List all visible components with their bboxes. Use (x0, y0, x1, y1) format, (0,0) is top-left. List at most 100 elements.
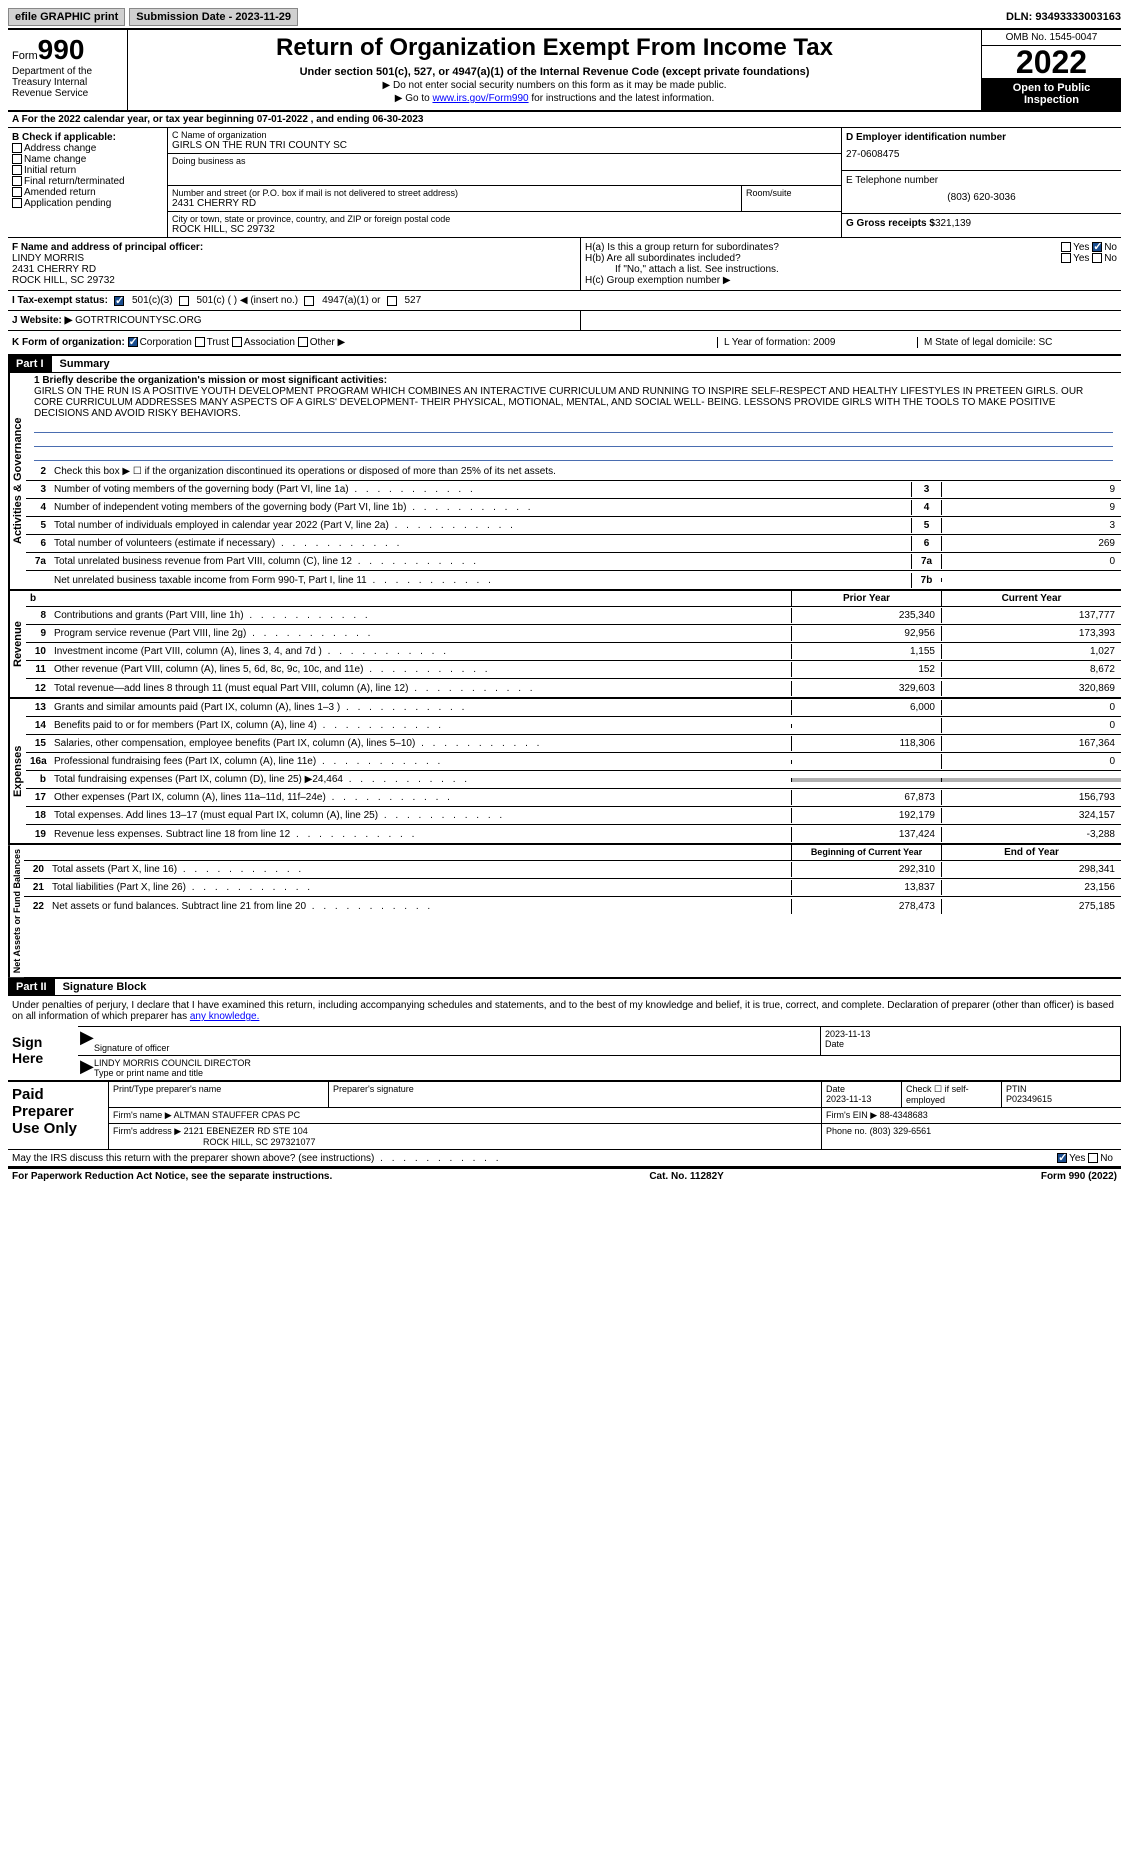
period-line: A For the 2022 calendar year, or tax yea… (8, 112, 1121, 128)
line17-prior: 67,873 (791, 790, 941, 805)
form-note-2: ▶ Go to www.irs.gov/Form990 for instruct… (132, 93, 977, 104)
knowledge-link[interactable]: any knowledge. (190, 1011, 260, 1022)
line10-cur: 1,027 (941, 644, 1121, 659)
form-subtitle: Under section 501(c), 527, or 4947(a)(1)… (132, 66, 977, 78)
footer: For Paperwork Reduction Act Notice, see … (8, 1167, 1121, 1184)
line18-cur: 324,157 (941, 808, 1121, 823)
line18-prior: 192,179 (791, 808, 941, 823)
tax-status: I Tax-exempt status: 501(c)(3) 501(c) ( … (8, 291, 1121, 311)
submission-date: Submission Date - 2023-11-29 (129, 8, 298, 26)
line7b-val (941, 578, 1121, 582)
check-501c[interactable] (179, 296, 189, 306)
line17-cur: 156,793 (941, 790, 1121, 805)
revenue-section: Revenue bPrior YearCurrent Year 8 Contri… (8, 591, 1121, 699)
form-title: Return of Organization Exempt From Incom… (132, 34, 977, 62)
dept-label: Department of the Treasury Internal Reve… (12, 66, 123, 99)
line12-prior: 329,603 (791, 681, 941, 696)
paid-preparer: Paid Preparer Use Only Print/Type prepar… (8, 1080, 1121, 1149)
dln: DLN: 93493333003163 (1006, 11, 1121, 23)
part1-header: Part I Summary (8, 356, 1121, 373)
form-header: Form990 Department of the Treasury Inter… (8, 30, 1121, 112)
expenses-section: Expenses 13 Grants and similar amounts p… (8, 699, 1121, 845)
section-abcd: B Check if applicable: Address change Na… (8, 128, 1121, 238)
line9-cur: 173,393 (941, 626, 1121, 641)
section-fh: F Name and address of principal officer:… (8, 238, 1121, 291)
ha-yes[interactable] (1061, 242, 1071, 252)
hb-no[interactable] (1092, 253, 1102, 263)
line19-prior: 137,424 (791, 827, 941, 842)
ha-no[interactable] (1092, 242, 1102, 252)
firm-addr: 2121 EBENEZER RD STE 104 (184, 1126, 308, 1136)
irs-link[interactable]: www.irs.gov/Form990 (432, 93, 528, 104)
check-527[interactable] (387, 296, 397, 306)
line8-cur: 137,777 (941, 608, 1121, 623)
form-number: 990 (38, 34, 85, 65)
line22-prior: 278,473 (791, 899, 941, 914)
line22-cur: 275,185 (941, 899, 1121, 914)
discuss-no[interactable] (1088, 1153, 1098, 1163)
check-other[interactable] (298, 337, 308, 347)
line13-cur: 0 (941, 700, 1121, 715)
line11-prior: 152 (791, 662, 941, 677)
part2-header: Part II Signature Block (8, 979, 1121, 996)
col-c: C Name of organizationGIRLS ON THE RUN T… (168, 128, 841, 237)
topbar: efile GRAPHIC print Submission Date - 20… (8, 8, 1121, 30)
check-assoc[interactable] (232, 337, 242, 347)
org-city: ROCK HILL, SC 29732 (172, 224, 837, 235)
ein: 27-0608475 (846, 143, 1117, 166)
line14-cur: 0 (941, 718, 1121, 733)
public-inspection: Open to Public Inspection (982, 78, 1121, 110)
lineb-cur (941, 778, 1121, 782)
firm-phone: (803) 329-6561 (870, 1126, 932, 1136)
line3-val: 9 (941, 482, 1121, 497)
sig-date: 2023-11-13 (825, 1029, 1116, 1039)
ptin: P02349615 (1006, 1094, 1052, 1104)
discuss-row: May the IRS discuss this return with the… (8, 1149, 1121, 1167)
line21-prior: 13,837 (791, 880, 941, 895)
check-4947[interactable] (304, 296, 314, 306)
state-domicile: M State of legal domicile: SC (917, 337, 1117, 348)
net-assets-section: Net Assets or Fund Balances Beginning of… (8, 845, 1121, 979)
line11-cur: 8,672 (941, 662, 1121, 677)
check-initial[interactable] (12, 165, 22, 175)
col-d: D Employer identification number27-06084… (841, 128, 1121, 237)
line10-prior: 1,155 (791, 644, 941, 659)
efile-button[interactable]: efile GRAPHIC print (8, 8, 125, 26)
line8-prior: 235,340 (791, 608, 941, 623)
hb-yes[interactable] (1061, 253, 1071, 263)
col-b: B Check if applicable: Address change Na… (8, 128, 168, 237)
line19-cur: -3,288 (941, 827, 1121, 842)
check-pending[interactable] (12, 198, 22, 208)
form-note-1: ▶ Do not enter social security numbers o… (132, 80, 977, 91)
gross-receipts: 321,139 (935, 218, 971, 229)
phone: (803) 620-3036 (846, 186, 1117, 209)
check-501c3[interactable] (114, 296, 124, 306)
check-final[interactable] (12, 176, 22, 186)
check-corp[interactable] (128, 337, 138, 347)
line9-prior: 92,956 (791, 626, 941, 641)
check-address[interactable] (12, 143, 22, 153)
officer-name: LINDY MORRIS (12, 253, 576, 264)
line13-prior: 6,000 (791, 700, 941, 715)
line5-val: 3 (941, 518, 1121, 533)
website: GOTRTRICOUNTYSC.ORG (75, 315, 201, 326)
k-row: K Form of organization: Corporation Trus… (8, 331, 1121, 356)
form-word: Form (12, 50, 38, 62)
prep-date: 2023-11-13 (826, 1094, 871, 1104)
year-formation: L Year of formation: 2009 (717, 337, 917, 348)
check-trust[interactable] (195, 337, 205, 347)
check-amended[interactable] (12, 187, 22, 197)
firm-ein: 88-4348683 (880, 1110, 928, 1120)
line12-cur: 320,869 (941, 681, 1121, 696)
website-row: J Website: ▶ GOTRTRICOUNTYSC.ORG (8, 311, 1121, 331)
line20-cur: 298,341 (941, 862, 1121, 877)
line6-val: 269 (941, 536, 1121, 551)
line20-prior: 292,310 (791, 862, 941, 877)
org-address: 2431 CHERRY RD (172, 198, 737, 209)
check-name[interactable] (12, 154, 22, 164)
line7a-val: 0 (941, 554, 1121, 569)
line16a-cur: 0 (941, 754, 1121, 769)
discuss-yes[interactable] (1057, 1153, 1067, 1163)
sign-here: Sign Here ▶ Signature of officer 2023-11… (8, 1026, 1121, 1080)
lineb-prior (791, 778, 941, 782)
